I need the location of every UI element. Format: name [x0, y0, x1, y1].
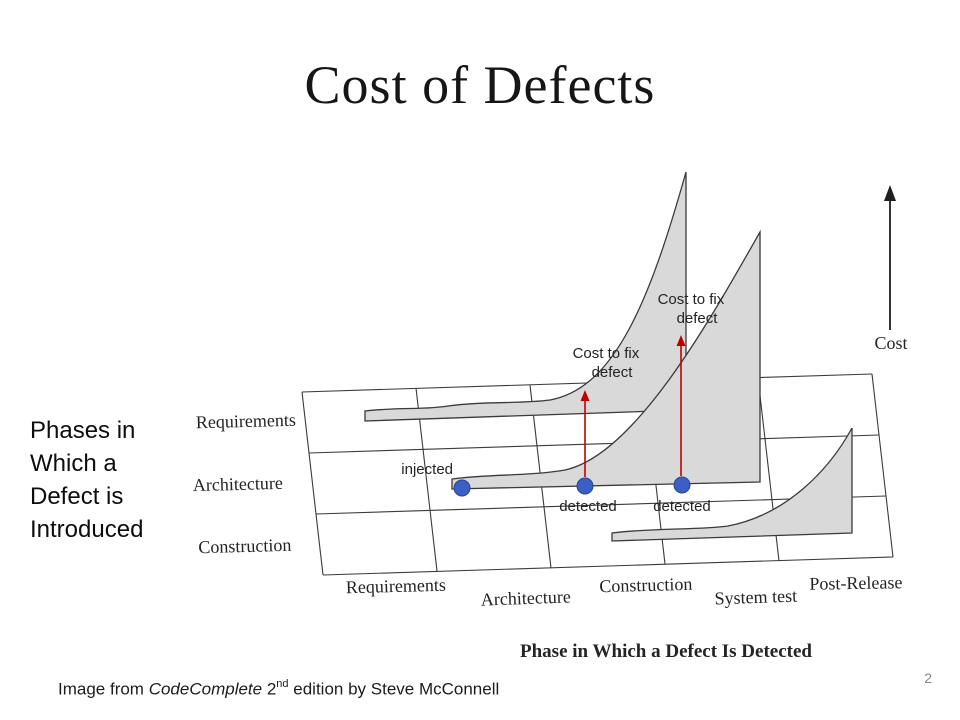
page-number: 2 [924, 670, 932, 686]
cost-axis-arrowhead-icon [884, 185, 896, 201]
requirements-cost-surface [364, 171, 687, 422]
caption-edition-number: 2 [262, 679, 277, 699]
note-line-4: Introduced [30, 516, 144, 543]
cost-arrow-2 [676, 335, 686, 476]
cost-arrow-1-head-icon [580, 390, 590, 401]
image-credit-caption: Image from CodeComplete 2nd edition by S… [58, 678, 500, 700]
detected-dot-2 [673, 476, 691, 494]
introduced-label-requirements: Requirements [196, 410, 296, 433]
cost-axis-label: Cost [874, 333, 907, 353]
cost-arrow-1 [580, 390, 590, 477]
detected-dot-1 [576, 477, 594, 495]
detected-label-2: detected [653, 498, 711, 515]
injected-label: injected [401, 461, 453, 478]
detected-axis-title: Phase in Which a Defect Is Detected [520, 641, 812, 662]
caption-ordinal: nd [276, 678, 289, 690]
construction-cost-surface [611, 427, 853, 542]
cost-to-fix-2-line-2: defect [677, 310, 719, 327]
injected-dot [453, 479, 471, 497]
cost-to-fix-2-line-1: Cost to fix [658, 291, 725, 308]
grid-row-front-edge [322, 556, 894, 576]
introduced-label-architecture: Architecture [193, 473, 283, 495]
detected-label-construction: Construction [599, 574, 692, 596]
cost-to-fix-label-1: Cost to fix defect [573, 345, 644, 381]
detected-label-architecture: Architecture [480, 586, 571, 609]
grid-col-right-edge [871, 373, 894, 558]
grid-row-line [308, 434, 880, 454]
note-line-3: Defect is [30, 483, 124, 510]
green-annotations: Cost to fix defect Cost to fix defect in… [401, 291, 729, 515]
introduced-label-construction: Construction [198, 535, 291, 557]
cost-to-fix-1-line-1: Cost to fix [573, 345, 640, 362]
note-line-2: Which a [30, 450, 117, 477]
detected-label-1: detected [559, 498, 617, 515]
cost-arrow-2-head-icon [676, 335, 686, 346]
introduced-axis-note: Phases in Which a Defect is Introduced [30, 414, 143, 546]
cost-axis: Cost [874, 185, 908, 353]
cost-to-fix-label-2: Cost to fix defect [658, 291, 729, 327]
cost-to-fix-1-line-2: defect [592, 364, 634, 381]
caption-suffix: edition by Steve McConnell [288, 679, 500, 699]
note-line-1: Phases in [30, 417, 136, 444]
grid-col-left-edge [301, 391, 324, 576]
page-title: Cost of Defects [304, 55, 656, 115]
architecture-cost-surface [451, 229, 761, 490]
caption-book-title: CodeComplete [148, 679, 263, 699]
detected-label-requirements: Requirements [346, 575, 446, 598]
detected-label-post-release: Post-Release [809, 572, 902, 594]
caption-prefix: Image from [58, 679, 149, 699]
detected-label-system-test: System test [714, 586, 797, 609]
